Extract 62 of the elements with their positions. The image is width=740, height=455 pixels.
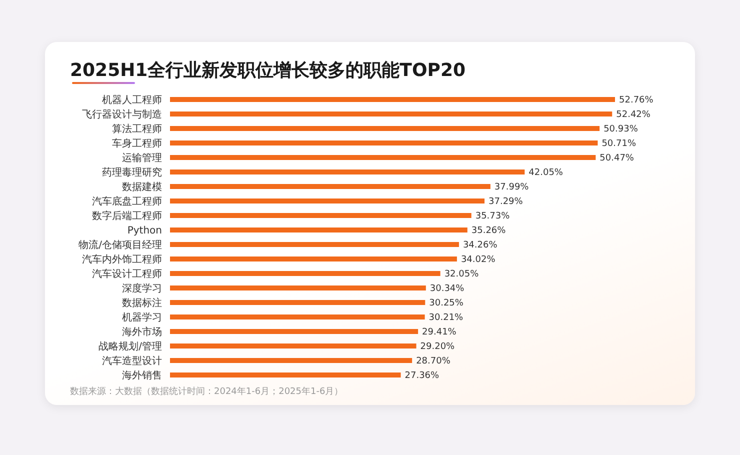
data-label: 50.47% xyxy=(600,154,634,164)
data-label: 35.73% xyxy=(475,212,510,222)
bar xyxy=(170,329,418,334)
y-tick-label: 飞行器设计与制造 xyxy=(82,108,162,120)
bar xyxy=(170,97,615,102)
bar xyxy=(170,344,416,348)
y-tick-label: 算法工程师 xyxy=(112,122,162,135)
y-tick-label: 数字后端工程师 xyxy=(92,210,162,222)
y-tick-label: 车身工程师 xyxy=(112,137,162,150)
data-label: 52.76% xyxy=(619,96,654,106)
data-label: 28.70% xyxy=(416,356,451,366)
bar xyxy=(170,256,457,262)
data-label: 27.36% xyxy=(404,371,440,381)
y-tick-label: 机器人工程师 xyxy=(102,94,162,106)
y-tick-label: 物流/仓储项目经理 xyxy=(78,238,162,251)
data-label: 50.71% xyxy=(602,139,636,149)
y-tick-label: 数据标注 xyxy=(122,296,162,309)
y-tick-label: Python xyxy=(127,225,162,236)
y-tick-label: 汽车内外饰工程师 xyxy=(82,253,162,266)
y-tick-label: 运输管理 xyxy=(122,152,162,164)
y-tick-label: 机器学习 xyxy=(122,311,162,324)
bar xyxy=(170,126,600,131)
bar xyxy=(170,372,401,378)
data-label: 35.26% xyxy=(471,226,506,236)
y-tick-label: 战略规划/管理 xyxy=(98,340,162,352)
y-tick-label: 海外市场 xyxy=(122,326,162,338)
data-label: 34.26% xyxy=(462,240,498,250)
bar xyxy=(170,271,440,276)
bar xyxy=(170,228,468,232)
chart-title: 2025H1全行业新发职位增长较多的职能TOP20 xyxy=(70,59,466,82)
source-note: 数据来源：大数据（数据统计时间：2024年1-6月；2025年1-6月） xyxy=(70,386,344,398)
bar xyxy=(170,155,596,160)
y-tick-label: 数据建模 xyxy=(122,180,162,193)
data-label: 42.05% xyxy=(528,168,564,178)
data-label: 34.02% xyxy=(460,255,496,265)
bar xyxy=(170,213,472,218)
y-tick-label: 药理毒理研究 xyxy=(102,166,162,178)
data-label: 32.05% xyxy=(444,270,480,280)
bar xyxy=(170,242,459,247)
data-label: 29.41% xyxy=(422,328,457,338)
y-tick-label: 深度学习 xyxy=(122,282,162,294)
y-tick-label: 海外销售 xyxy=(122,369,162,382)
data-label: 50.93% xyxy=(604,124,638,134)
y-tick-label: 汽车设计工程师 xyxy=(92,268,162,280)
bar xyxy=(170,184,490,189)
data-label: 52.42% xyxy=(616,110,651,120)
data-label: 30.25% xyxy=(429,298,464,308)
y-tick-label: 汽车底盘工程师 xyxy=(92,195,162,208)
data-label: 37.29% xyxy=(488,197,524,207)
data-label: 29.20% xyxy=(420,342,456,352)
bar xyxy=(170,112,612,116)
bar xyxy=(170,314,425,320)
bar xyxy=(170,170,525,174)
data-label: 37.99% xyxy=(494,182,530,192)
bar xyxy=(170,358,412,363)
bar xyxy=(170,198,485,204)
bar xyxy=(170,140,598,146)
data-label: 30.34% xyxy=(430,284,465,294)
y-tick-label: 汽车造型设计 xyxy=(102,354,162,367)
bar xyxy=(170,300,426,305)
data-label: 30.21% xyxy=(428,313,464,323)
bar xyxy=(170,286,426,290)
